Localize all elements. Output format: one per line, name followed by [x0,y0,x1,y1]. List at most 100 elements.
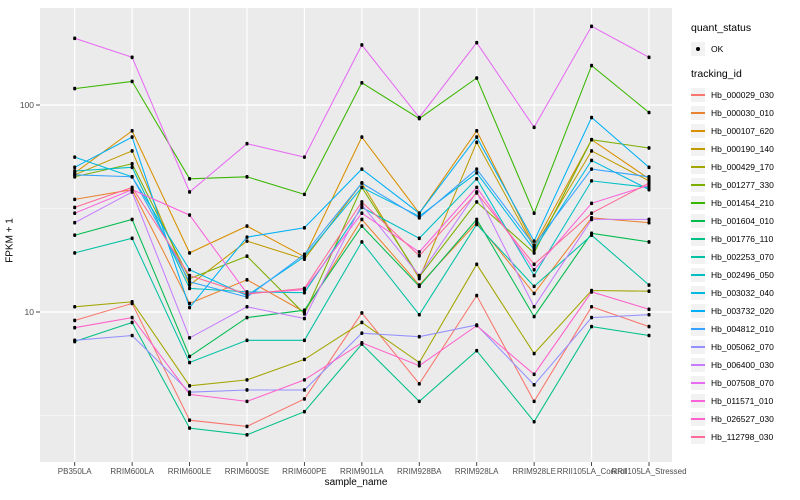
data-point [188,418,192,423]
data-point [417,312,421,317]
data-point [590,137,594,142]
legend-key-swatch [691,159,705,174]
data-point [188,177,192,181]
legend-item-label: Hb_000029_030 [711,89,774,100]
data-point [475,348,479,353]
data-point [302,226,306,230]
legend-item: Hb_000190_140 [691,141,799,156]
data-point [360,202,364,207]
legend-key-swatch [691,123,705,138]
legend-item-label: Hb_011571_010 [711,395,774,406]
data-point [188,360,192,365]
data-point [73,86,77,91]
data-point [188,273,192,278]
data-point [360,217,364,222]
data-point [590,233,594,237]
x-axis-title: sample_name [324,477,388,488]
legend-item-label: Hb_003732_020 [711,305,774,316]
data-point [532,273,536,278]
y-tick-label: 100 [20,100,34,110]
data-point [417,334,421,339]
data-point [360,224,364,228]
data-point [532,125,536,130]
legend-item-label: Hb_002253_070 [711,251,774,262]
data-point [360,135,364,139]
data-point [647,240,651,244]
legend-key-swatch [691,231,705,246]
data-point [245,424,249,429]
data-point [360,340,364,345]
legend-item: Hb_112798_030 [691,429,799,444]
legend-key-swatch [691,321,705,336]
data-point [130,320,134,325]
data-point [130,315,134,320]
legend-item-label: Hb_002496_050 [711,269,774,280]
data-point [188,251,192,255]
data-point [188,276,192,281]
x-tick-label: RRIM901LA [340,467,384,476]
data-point [73,220,77,225]
data-point [590,158,594,163]
data-point [647,220,651,225]
legend-item: Hb_001454_210 [691,195,799,210]
data-point [130,161,134,166]
data-point [360,205,364,210]
legend-item: Hb_001776_110 [691,231,799,246]
data-point [475,217,479,222]
data-point [417,381,421,386]
legend-item: Hb_006400_030 [691,357,799,372]
legend-key-swatch [691,105,705,120]
data-point [532,211,536,216]
data-point [130,236,134,241]
data-point [245,235,249,239]
data-point [188,213,192,217]
legend-item-label: Hb_001604_010 [711,215,774,226]
data-point [417,284,421,289]
data-point [73,304,77,309]
legend-tracking-items: Hb_000029_030 Hb_000030_010 Hb_000107_620 H… [691,87,799,444]
data-point [532,314,536,319]
data-point [302,388,306,392]
data-point [188,279,192,284]
data-point [73,318,77,323]
data-point [590,149,594,153]
data-point [73,325,77,330]
data-point [475,222,479,227]
data-point [73,251,77,255]
legend-item-label: Hb_001776_110 [711,233,774,244]
legend-item: Hb_001277_330 [691,177,799,192]
data-point [647,312,651,317]
data-point [130,185,134,190]
x-tick-label: RRIM928LE [512,467,556,476]
legend-item-label: Hb_003032_040 [711,287,774,298]
data-point [73,165,77,170]
data-point [302,316,306,321]
legend-item-label: Hb_005062_070 [711,341,774,352]
data-point [245,292,249,296]
data-point [302,338,306,343]
data-point [532,243,536,248]
data-point [475,177,479,181]
legend-key-swatch [691,429,705,444]
x-tick-label: RRIM600LA [110,467,154,476]
data-point [417,211,421,216]
data-point [417,363,421,368]
legend-item: Hb_003032_040 [691,285,799,300]
data-point [532,262,536,267]
data-point [73,233,77,237]
data-point [475,129,479,133]
data-point [417,236,421,241]
legend-item-label: OK [711,43,724,54]
legend-key-swatch [691,285,705,300]
data-point [73,36,77,41]
data-point [532,291,536,296]
data-point [532,351,536,356]
data-point [188,354,192,359]
data-point [360,81,364,85]
legend-item: Hb_002253_070 [691,249,799,264]
data-point [188,305,192,310]
data-point [590,211,594,216]
data-point [302,397,306,401]
legend-key-swatch [691,339,705,354]
data-point [590,217,594,222]
